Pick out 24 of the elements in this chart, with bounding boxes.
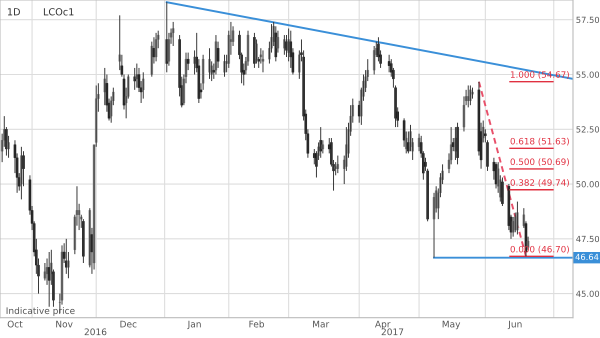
x-tick-label: Jun <box>508 320 522 330</box>
y-tick-label: 50.00 <box>576 181 600 188</box>
y-tick-label: 55.00 <box>576 71 600 78</box>
text: LCOc1 <box>44 8 74 16</box>
x-tick-label: Mar <box>313 320 330 328</box>
ref-line-label: 0.618 (51.63) <box>510 138 569 146</box>
text: 1D <box>8 8 20 16</box>
x-tick-label: Jan <box>187 320 201 330</box>
y-tick-label: 47.50 <box>576 236 600 242</box>
annotation: 46.64 <box>575 254 598 260</box>
x-tick-label: Apr <box>374 320 391 330</box>
annotation: Indicative price <box>6 307 75 316</box>
ref-line-label: 0.382 (49.74) <box>510 179 569 187</box>
ref-line-label: 0.500 (50.69) <box>510 158 569 166</box>
x-tick-label: Feb <box>249 320 264 328</box>
text: 2017 <box>382 328 404 336</box>
x-tick-label: May <box>442 320 460 330</box>
text: 2016 <box>84 328 106 336</box>
y-tick-label: 45.00 <box>576 290 600 297</box>
x-tick-label: Dec <box>120 320 136 328</box>
x-tick-label: Nov <box>56 320 73 328</box>
y-tick-label: 52.50 <box>576 126 600 133</box>
x-tick-label: Oct <box>8 320 23 328</box>
y-tick-label: 57.50 <box>576 16 600 24</box>
